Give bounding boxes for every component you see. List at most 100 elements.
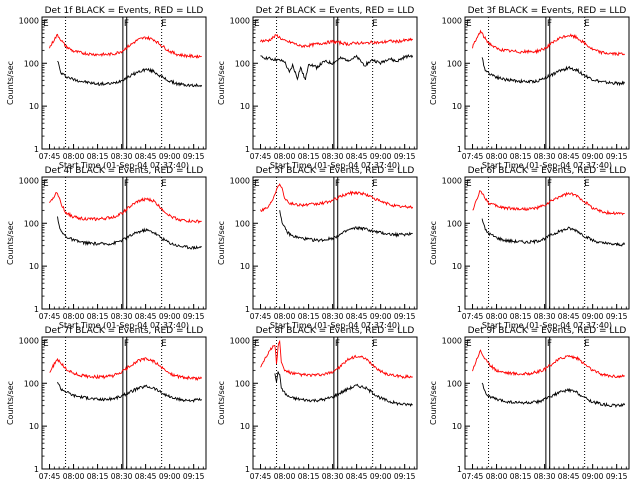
y-tick-label: 1000 [230,336,250,345]
x-tick-label: 07:45 [250,312,272,321]
y-axis-label: Counts/sec [217,221,226,265]
x-tick-label: 08:45 [558,152,580,161]
events-series-line [279,210,413,243]
y-axis-label: Counts/sec [217,381,226,425]
flag-label: F [124,19,129,29]
flag-label: E [161,19,167,29]
y-tick-label: 10 [240,262,250,271]
lld-series-line [472,190,625,216]
flag-label: F [547,19,552,29]
x-tick-label: 07:45 [250,472,272,480]
y-tick-label: 1 [245,305,250,314]
subplot-title: Det 1f BLACK = Events, RED = LLD [45,6,204,16]
lld-series-line [472,29,626,57]
plot-frame [41,16,207,150]
plot-frame [41,336,207,470]
x-tick-label: 09:15 [394,312,416,321]
plot-frame [464,176,630,310]
y-tick-label: 100 [235,379,250,388]
x-tick-label: 09:15 [183,152,205,161]
flare-interval-box [545,176,551,310]
y-tick-label: 100 [447,379,462,388]
x-tick-label: 08:45 [135,472,157,480]
subplot-det-4: Det 4f BLACK = Events, RED = LLD 1 10 100 10… [6,166,207,330]
x-tick-label: 09:15 [183,312,205,321]
lld-series-line [260,34,414,49]
y-tick-label: 1000 [19,336,39,345]
subplot-title: Det 9f BLACK = Events, RED = LLD [468,326,627,336]
flare-interval-box [333,336,339,470]
x-tick-label: 07:45 [462,312,484,321]
plot-frame [252,336,418,470]
events-series-line [57,216,202,251]
x-tick-label: 09:00 [582,152,604,161]
y-tick-label: 10 [29,102,39,111]
flare-interval-box [122,336,128,470]
x-tick-label: 07:45 [462,152,484,161]
y-tick-label: 1000 [442,16,462,25]
y-tick-label: 1000 [442,336,462,345]
y-tick-label: 100 [235,219,250,228]
x-tick-label: 08:15 [87,312,109,321]
x-tick-label: 08:00 [274,152,296,161]
x-axis-label: Start Time (01-Sep-04 07:37:40) [270,161,400,170]
x-tick-label: 09:15 [183,472,205,480]
events-series-line [481,382,626,408]
x-tick-label: 08:15 [510,312,532,321]
x-tick-label: 08:15 [298,472,320,480]
y-tick-label: 10 [240,422,250,431]
flag-label: E [466,19,472,29]
subplot-det-6: Det 6f BLACK = Events, RED = LLD 1 10 100 10… [429,166,630,330]
y-tick-label: 1 [457,305,462,314]
y-axis-label: Counts/sec [6,221,15,265]
subplot-title: Det 6f BLACK = Events, RED = LLD [468,166,627,176]
x-tick-label: 09:15 [606,312,628,321]
lld-series-line [49,33,202,59]
x-tick-label: 08:30 [111,312,133,321]
y-tick-label: 1000 [19,16,39,25]
events-series-line [57,60,203,88]
y-tick-label: 10 [240,102,250,111]
x-tick-label: 08:45 [346,152,368,161]
x-tick-label: 09:00 [159,472,181,480]
flag-label: E [161,339,167,349]
flag-label: F [547,179,552,189]
y-tick-label: 1000 [442,176,462,185]
x-tick-label: 08:00 [274,472,296,480]
x-tick-label: 08:15 [298,152,320,161]
y-tick-label: 10 [452,262,462,271]
y-tick-label: 1 [457,145,462,154]
y-axis-label: Counts/sec [429,61,438,105]
x-axis-label: Start Time (01-Sep-04 07:37:40) [482,161,612,170]
x-axis-label: Start Time (01-Sep-04 07:37:40) [270,321,400,330]
x-tick-label: 08:00 [63,312,85,321]
x-tick-label: 08:00 [486,472,508,480]
flag-label: E [372,19,378,29]
y-tick-label: 1 [34,465,39,474]
y-tick-label: 1000 [230,176,250,185]
x-tick-label: 08:15 [510,152,532,161]
flag-label: F [124,179,129,189]
x-tick-label: 08:45 [135,152,157,161]
x-tick-label: 08:45 [346,472,368,480]
plot-frame [464,16,630,150]
subplot-title: Det 7f BLACK = Events, RED = LLD [45,326,204,336]
x-tick-label: 08:00 [63,472,85,480]
x-tick-label: 08:30 [322,312,344,321]
x-tick-label: 09:00 [370,312,392,321]
x-tick-label: 07:45 [39,152,61,161]
flag-label: E [254,179,260,189]
x-tick-label: 09:00 [370,472,392,480]
flag-label: E [372,179,378,189]
events-series-line [481,57,626,87]
x-tick-label: 08:30 [111,152,133,161]
flare-interval-box [333,16,339,150]
flag-label: E [466,179,472,189]
x-tick-label: 07:45 [462,472,484,480]
x-tick-label: 09:00 [159,152,181,161]
y-tick-label: 10 [29,262,39,271]
lld-series-line [260,339,413,380]
subplot-det-5: Det 5f BLACK = Events, RED = LLD 1 10 100 10… [217,166,418,330]
x-tick-label: 08:00 [63,152,85,161]
x-tick-label: 09:15 [606,152,628,161]
